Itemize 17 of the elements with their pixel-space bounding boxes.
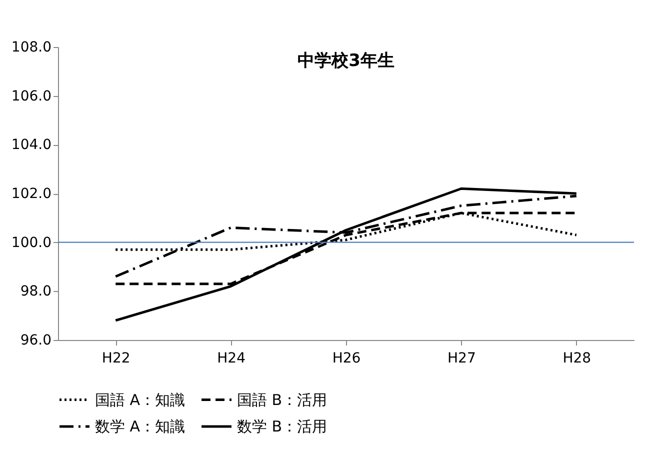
y-tick-label: 104.0 (11, 137, 52, 154)
y-tick-label: 106.0 (11, 88, 52, 104)
x-tick-label: H24 (217, 350, 246, 366)
legend-label: 数学 A：知識 (95, 418, 186, 436)
legend-label: 数学 B：活用 (237, 418, 328, 436)
x-tick-label: H26 (332, 350, 361, 366)
legend-label: 国語 B：活用 (237, 390, 328, 409)
y-tick-label: 102.0 (11, 186, 52, 202)
x-tick-label: H22 (102, 350, 130, 366)
y-tick-label: 108.0 (11, 40, 52, 56)
x-tick-label: H27 (448, 350, 476, 366)
y-tick-label: 100.0 (11, 234, 52, 251)
x-tick-label: H28 (562, 350, 592, 366)
y-tick-label: 98.0 (20, 284, 52, 300)
y-tick-label: 96.0 (20, 332, 52, 348)
legend-label: 国語 A：知識 (95, 390, 186, 409)
chart-title: 中学校3年生 (298, 51, 394, 71)
